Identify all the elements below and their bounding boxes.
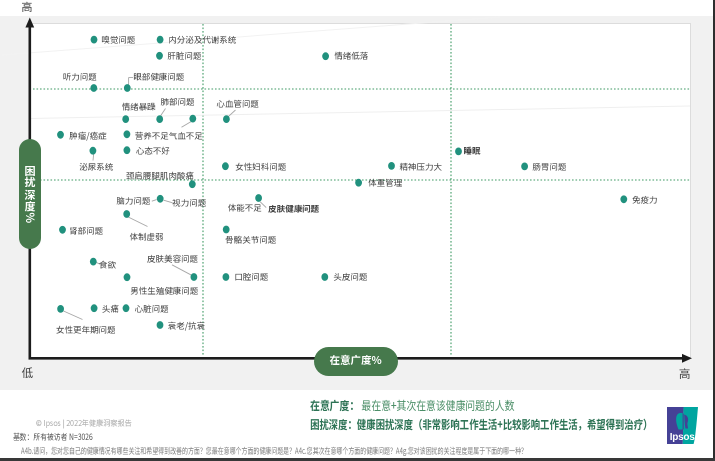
svg-text:Ipsos: Ipsos xyxy=(669,431,694,442)
